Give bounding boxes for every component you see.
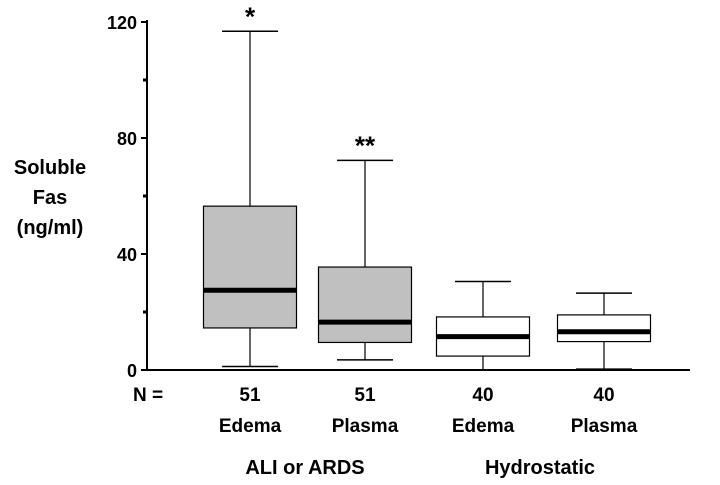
y-tick-label: 80	[117, 129, 137, 149]
n-value: 51	[354, 385, 376, 406]
iqr-box	[202, 205, 298, 329]
n-value: 40	[472, 385, 493, 406]
box-1: *	[202, 1, 298, 368]
significance-marker: **	[355, 130, 376, 160]
x-axis-labels: N = 51 Edema 51 Plasma 40 Edema 40 Plasma ALI or …	[133, 385, 638, 479]
category-label: Plasma	[332, 416, 399, 437]
y-tick-label: 0	[127, 361, 137, 381]
category-label: Plasma	[571, 416, 638, 437]
n-value: 51	[239, 385, 261, 406]
category-label: Edema	[219, 416, 282, 437]
iqr-box	[317, 266, 413, 344]
category-label: Edema	[452, 416, 515, 437]
box-3	[435, 280, 531, 371]
box-4	[556, 292, 652, 370]
y-axis-label: Soluble Fas (ng/ml)	[14, 157, 86, 239]
group-label: ALI or ARDS	[245, 457, 364, 479]
y-axis-label-line: Fas	[33, 187, 67, 209]
iqr-box	[556, 314, 652, 343]
y-tick-label: 40	[117, 245, 137, 265]
axes: 0 40 80 120	[107, 13, 690, 381]
boxes: ***	[202, 1, 652, 371]
n-label: N =	[133, 385, 163, 406]
box-2: **	[317, 130, 413, 361]
y-tick-label: 120	[107, 13, 137, 33]
y-axis-label-line: Soluble	[14, 157, 86, 179]
group-label: Hydrostatic	[485, 457, 595, 479]
y-axis-label-line: (ng/ml)	[17, 217, 84, 239]
significance-marker: *	[245, 1, 256, 31]
n-value: 40	[593, 385, 614, 406]
